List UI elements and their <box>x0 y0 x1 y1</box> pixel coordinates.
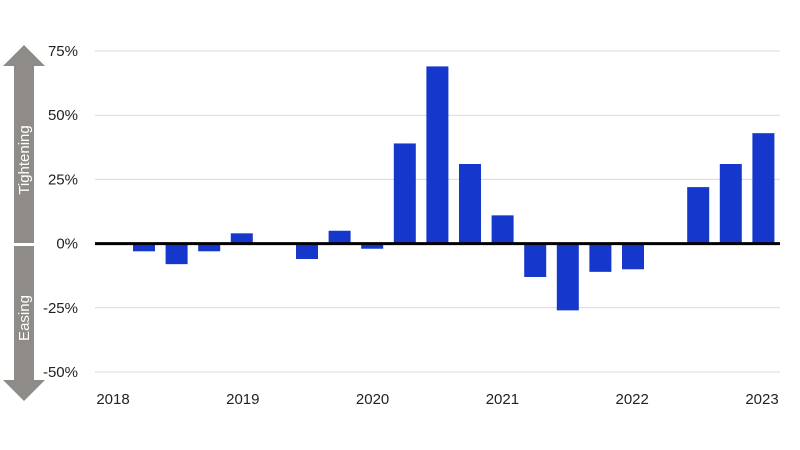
bar <box>296 243 318 260</box>
y-tick-label: 0% <box>56 236 78 253</box>
y-axis-tick-labels: 75% 50% 25% 0% -25% -50% <box>43 43 78 381</box>
arrow-down-icon <box>3 246 45 401</box>
bar <box>133 243 155 252</box>
y-tick-label: -25% <box>43 300 78 317</box>
tightening-easing-arrow: Tightening Easing <box>3 45 45 401</box>
y-tick-label: 25% <box>48 171 78 188</box>
bar <box>393 143 416 244</box>
bar <box>328 230 351 244</box>
bar <box>719 163 742 244</box>
x-tick-label: 2022 <box>616 391 649 408</box>
tightening-label: Tightening <box>16 125 33 195</box>
x-tick-label: 2019 <box>226 391 259 408</box>
bar <box>426 66 449 244</box>
y-tick-label: 75% <box>48 43 78 60</box>
bar <box>198 243 221 252</box>
bar <box>491 215 514 244</box>
bar <box>361 243 384 249</box>
bar <box>752 133 775 244</box>
arrow-up-icon <box>3 45 45 243</box>
bar <box>589 243 612 272</box>
bar <box>622 243 644 270</box>
x-tick-label: 2023 <box>745 391 778 408</box>
bar <box>230 233 253 244</box>
x-tick-label: 2018 <box>96 391 129 408</box>
easing-label: Easing <box>16 295 33 341</box>
y-tick-label: 50% <box>48 107 78 124</box>
bar <box>524 243 547 277</box>
bar <box>556 243 579 311</box>
bar <box>459 163 481 244</box>
bar <box>687 187 710 244</box>
x-axis-tick-labels: 2018 2019 2020 2021 2022 2023 <box>96 391 778 408</box>
x-tick-label: 2020 <box>356 391 389 408</box>
bar <box>165 243 188 265</box>
x-tick-label: 2021 <box>486 391 519 408</box>
y-tick-label: -50% <box>43 364 78 381</box>
bars <box>133 66 775 311</box>
